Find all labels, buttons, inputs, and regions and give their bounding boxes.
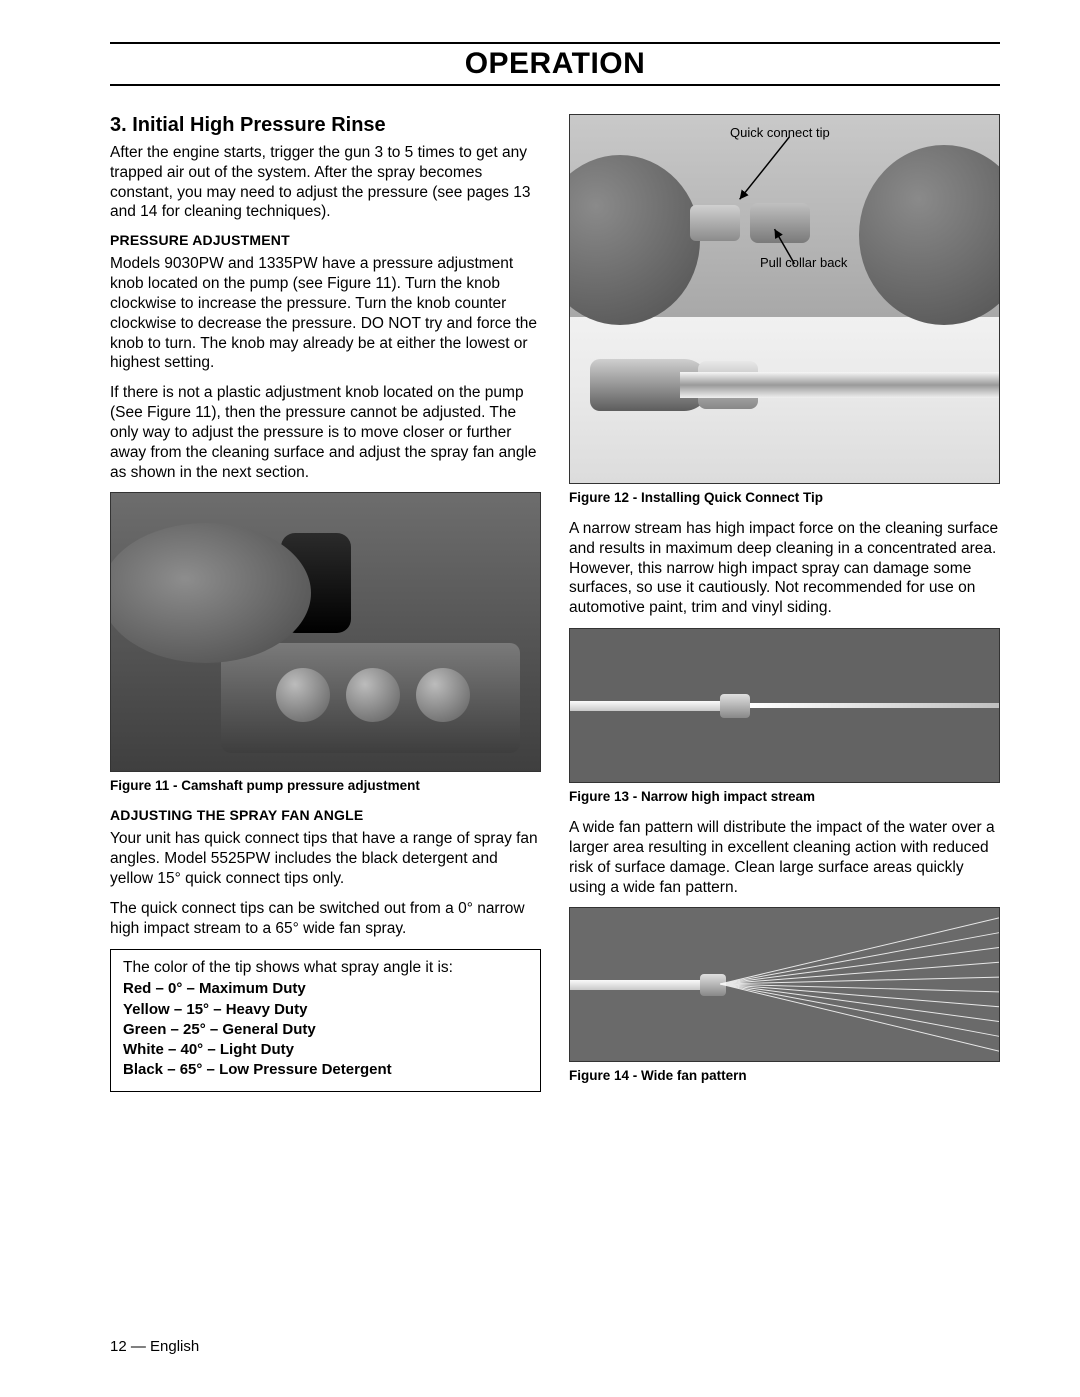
wide-paragraph: A wide fan pattern will distribute the i… <box>569 818 1000 897</box>
figure-13-image <box>569 628 1000 783</box>
left-column: 3. Initial High Pressure Rinse After the… <box>110 114 541 1097</box>
figure-11-caption: Figure 11 - Camshaft pump pressure adjus… <box>110 778 541 793</box>
tipbox-intro: The color of the tip shows what spray an… <box>123 958 528 978</box>
pull-collar-label: Pull collar back <box>760 255 847 270</box>
page-title: OPERATION <box>465 47 646 81</box>
section-title: Initial High Pressure Rinse <box>132 114 385 136</box>
tip-black: Black – 65° – Low Pressure Detergent <box>123 1060 528 1080</box>
figure-14-caption: Figure 14 - Wide fan pattern <box>569 1068 1000 1083</box>
tip-white: White – 40° – Light Duty <box>123 1040 528 1060</box>
figure-14-image <box>569 907 1000 1062</box>
title-rule: OPERATION <box>110 42 1000 86</box>
content-columns: 3. Initial High Pressure Rinse After the… <box>110 114 1000 1097</box>
section-heading: 3. Initial High Pressure Rinse <box>110 114 541 137</box>
tip-color-box: The color of the tip shows what spray an… <box>110 949 541 1092</box>
quick-connect-label: Quick connect tip <box>730 125 830 140</box>
tip-yellow: Yellow – 15° – Heavy Duty <box>123 1000 528 1020</box>
pressure-subhead: PRESSURE ADJUSTMENT <box>110 232 541 248</box>
pressure-p2: If there is not a plastic adjustment kno… <box>110 383 541 482</box>
section-number: 3. <box>110 114 127 136</box>
tip-red: Red – 0° – Maximum Duty <box>123 979 528 999</box>
spray-p2: The quick connect tips can be switched o… <box>110 899 541 939</box>
pressure-p1: Models 9030PW and 1335PW have a pressure… <box>110 254 541 373</box>
right-column: Quick connect tip Pull collar back Figur… <box>569 114 1000 1097</box>
tip-green: Green – 25° – General Duty <box>123 1020 528 1040</box>
intro-paragraph: After the engine starts, trigger the gun… <box>110 143 541 222</box>
figure-13-caption: Figure 13 - Narrow high impact stream <box>569 789 1000 804</box>
spray-p1: Your unit has quick connect tips that ha… <box>110 829 541 888</box>
figure-12-caption: Figure 12 - Installing Quick Connect Tip <box>569 490 1000 505</box>
narrow-paragraph: A narrow stream has high impact force on… <box>569 519 1000 618</box>
page-footer: 12 — English <box>110 1338 199 1355</box>
spray-subhead: ADJUSTING THE SPRAY FAN ANGLE <box>110 807 541 823</box>
figure-11-image <box>110 492 541 772</box>
figure-12-image: Quick connect tip Pull collar back <box>569 114 1000 484</box>
